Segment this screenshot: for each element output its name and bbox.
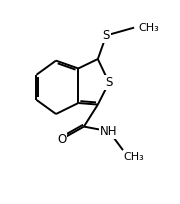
Text: S: S — [103, 29, 110, 42]
Text: NH: NH — [100, 125, 118, 138]
Text: CH₃: CH₃ — [123, 152, 144, 162]
Text: CH₃: CH₃ — [138, 23, 159, 33]
Text: O: O — [57, 133, 66, 146]
Text: S: S — [105, 76, 113, 89]
